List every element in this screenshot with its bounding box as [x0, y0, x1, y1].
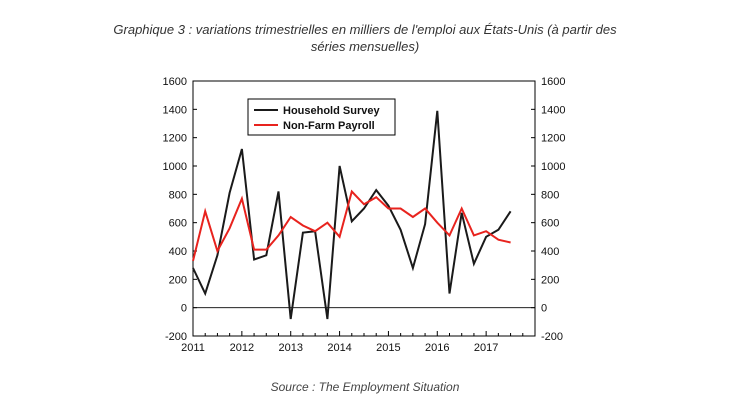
chart-legend: Household Survey Non-Farm Payroll [247, 98, 396, 136]
series-line-non-farm-payroll [192, 189, 511, 262]
x-tick-label: 2015 [376, 342, 400, 354]
y-tick-label-left: 800 [169, 189, 187, 201]
y-tick-label-left: 0 [181, 303, 187, 315]
chart-axes: -200 -200 0 0 200 200 400 400 600 600 800 800 1000 10… [163, 76, 566, 354]
y-tick-label-right: 0 [541, 303, 547, 315]
x-tick-label: 2012 [230, 342, 254, 354]
y-tick-label-right: 1200 [541, 133, 565, 145]
x-tick-label: 2011 [181, 342, 205, 354]
x-tick-label: 2016 [425, 342, 449, 354]
chart-title-line-2: séries mensuelles) [310, 39, 420, 54]
y-tick-label-left: 1600 [163, 76, 187, 88]
y-tick-label-right: 800 [541, 189, 559, 201]
legend-label: Household Survey [283, 105, 380, 117]
y-tick-label-left: 600 [169, 218, 187, 230]
series-line-household-survey [192, 110, 512, 320]
y-tick-label-right: 1000 [541, 161, 565, 173]
y-tick-label-left: 1400 [163, 104, 187, 116]
y-tick-label-left: -200 [165, 331, 187, 343]
y-tick-label-right: -200 [541, 331, 563, 343]
y-tick-label-right: 400 [541, 246, 559, 258]
x-tick-label: 2014 [327, 342, 351, 354]
y-tick-label-left: 1000 [163, 161, 187, 173]
x-tick-label: 2013 [278, 342, 302, 354]
x-tick-label: 2017 [474, 342, 498, 354]
y-tick-label-left: 1200 [163, 133, 187, 145]
y-tick-label-right: 1600 [541, 76, 565, 88]
y-tick-label-right: 1400 [541, 104, 565, 116]
y-tick-label-left: 400 [169, 246, 187, 258]
chart-title-line-1: Graphique 3 : variations trimestrielles … [113, 22, 617, 37]
legend-box [247, 98, 396, 136]
y-tick-label-right: 600 [541, 218, 559, 230]
legend-label: Non-Farm Payroll [283, 120, 375, 132]
chart-series [192, 110, 512, 320]
y-tick-label-right: 200 [541, 274, 559, 286]
chart-source: Source : The Employment Situation [270, 380, 460, 394]
y-tick-label-left: 200 [169, 274, 187, 286]
